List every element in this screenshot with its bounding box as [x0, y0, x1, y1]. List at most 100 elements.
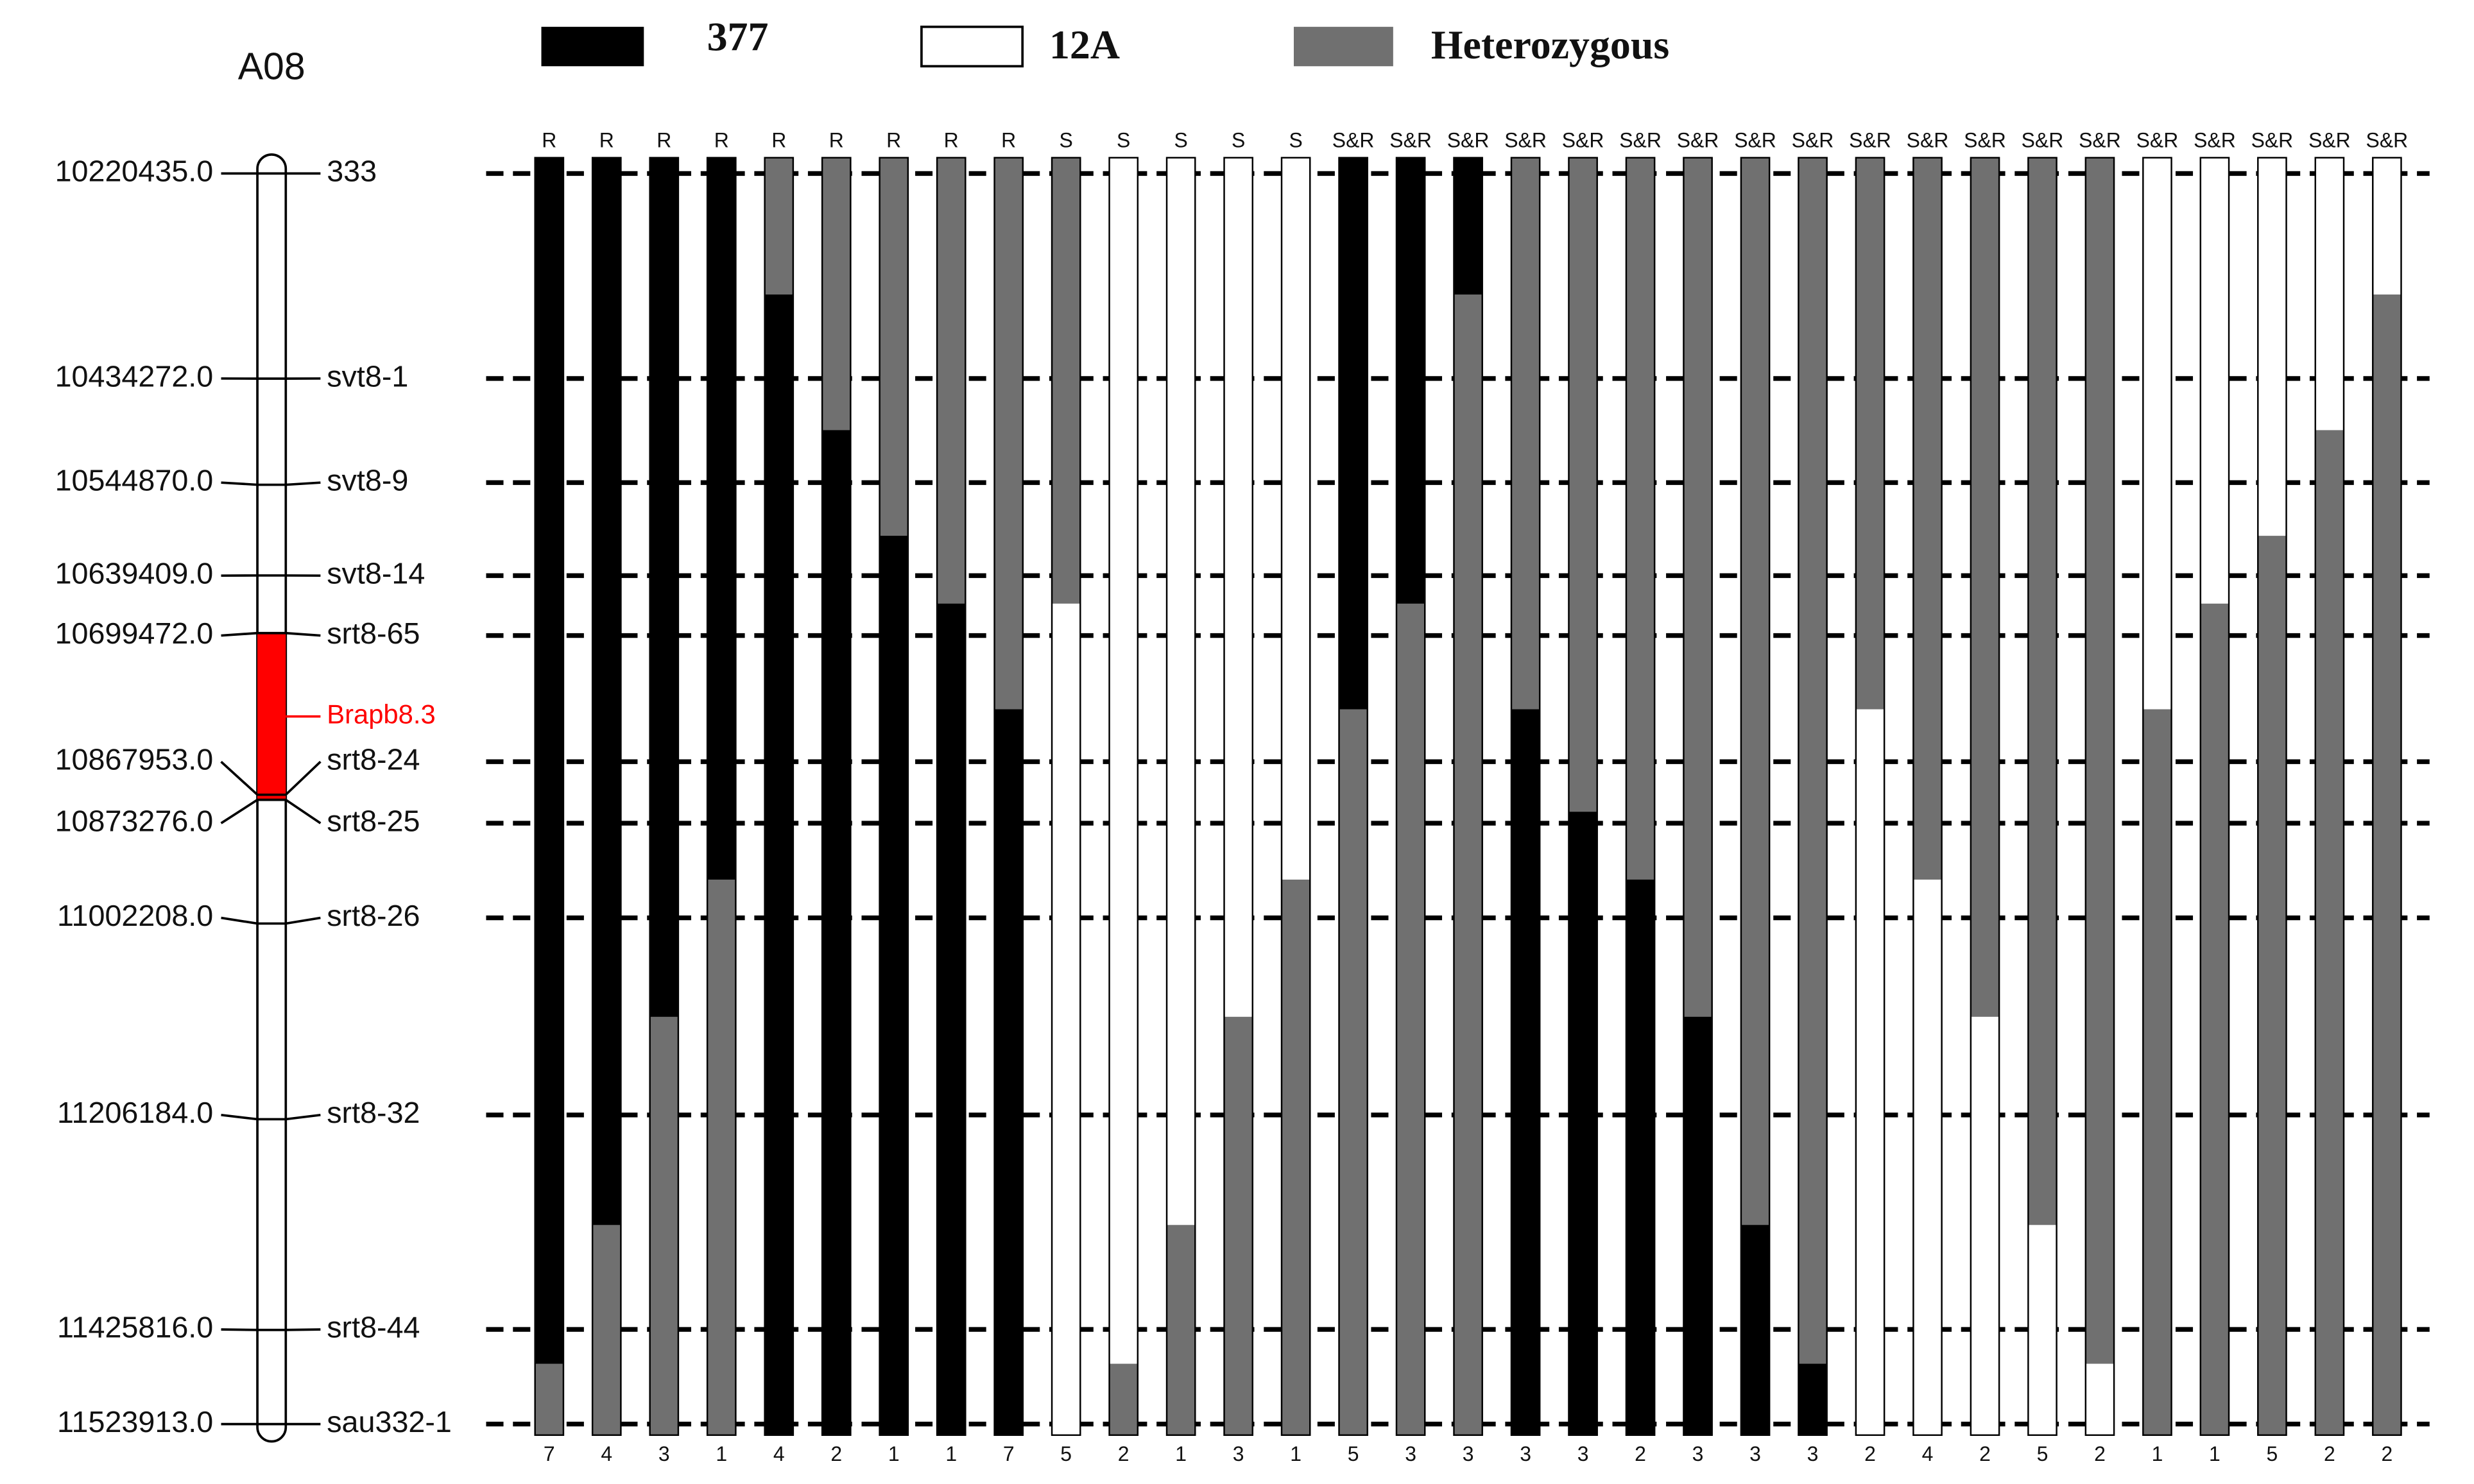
genotype-segment: [2200, 430, 2229, 537]
column-outline: [534, 157, 565, 1437]
genotype-segment: [1223, 603, 1253, 710]
phenotype-label: S&R: [1562, 129, 1604, 152]
genotype-segment: [1108, 812, 1138, 881]
count-label: 2: [1864, 1442, 1876, 1465]
genotype-segment: [879, 709, 909, 813]
genotype-segment: [1912, 536, 1943, 605]
genotype-segment: [2085, 294, 2115, 431]
genotype-segment: [1970, 812, 2000, 881]
genotype-segment: [2315, 430, 2344, 537]
marker-position: 11002208.0: [57, 899, 213, 932]
count-label: 4: [601, 1442, 612, 1465]
genotype-segment: [1626, 603, 1655, 710]
genotype-segment: [1338, 157, 1368, 296]
genotype-segment: [2085, 709, 2115, 813]
genotype-segment: [1798, 812, 1828, 881]
count-label: 5: [1348, 1442, 1359, 1465]
genotype-segment: [764, 430, 794, 537]
genotype-segment: [1453, 1016, 1483, 1226]
genotype-segment: [1338, 709, 1368, 813]
genotype-segment: [707, 1363, 737, 1436]
genotype-segment: [821, 879, 851, 1018]
genotype-segment: [2315, 1016, 2344, 1226]
genotype-segment: [1338, 536, 1368, 605]
genotype-segment: [2085, 603, 2115, 710]
marker-name: srt8-32: [327, 1096, 420, 1129]
genotype-segment: [1108, 294, 1138, 431]
genotype-segment: [1166, 157, 1196, 296]
genotype-segment: [1166, 709, 1196, 813]
genotype-segment: [1855, 1363, 1885, 1436]
genotype-segment: [1051, 536, 1081, 605]
genotype-segment: [1970, 430, 2000, 537]
marker-name: 333: [327, 155, 377, 188]
genotype-segment: [1223, 1016, 1253, 1226]
column-outline: [2084, 157, 2115, 1437]
genotype-segment: [1281, 603, 1310, 710]
count-label: 3: [1807, 1442, 1819, 1465]
genotype-segment: [879, 430, 909, 537]
column-outline: [1395, 157, 1426, 1437]
genotype-segment: [1223, 812, 1253, 881]
genotype-segment: [1970, 1363, 2000, 1436]
genotype-segment: [936, 294, 966, 431]
column-outline: [1740, 157, 1771, 1437]
legend-label: Heterozygous: [1431, 22, 1669, 67]
genotype-segment: [1281, 1016, 1310, 1226]
count-label: 1: [716, 1442, 727, 1465]
genotype-segment: [535, 709, 564, 813]
genotype-segment: [1626, 294, 1655, 431]
genotype-segment: [1626, 1363, 1655, 1436]
count-label: 2: [2382, 1442, 2393, 1465]
genotype-segment: [535, 157, 564, 296]
genotype-segment: [649, 294, 679, 431]
genotype-segment: [1281, 1225, 1310, 1365]
genotype-segment: [936, 603, 966, 710]
genotype-segment: [2142, 430, 2172, 537]
genotype-segment: [2372, 1016, 2402, 1226]
genotype-segment: [535, 1363, 564, 1436]
chromosome-name: A08: [238, 46, 305, 88]
genotype-segment: [1223, 294, 1253, 431]
phenotype-label: R: [657, 129, 671, 152]
column-outline: [1798, 157, 1828, 1437]
genotype-segment: [1511, 709, 1540, 813]
genotype-segment: [821, 603, 851, 710]
genotype-segment: [2257, 1225, 2287, 1365]
genotype-segment: [936, 812, 966, 881]
genotype-segment: [1051, 879, 1081, 1018]
count-label: 4: [773, 1442, 785, 1465]
genotype-segment: [1453, 1363, 1483, 1436]
genotype-segment: [1683, 812, 1713, 881]
genotype-segment: [592, 812, 622, 881]
column-outline: [1625, 157, 1656, 1437]
genotype-segment: [1740, 1225, 1770, 1365]
genotype-segment: [1740, 603, 1770, 710]
genotype-segment: [2027, 430, 2057, 537]
count-label: 1: [2209, 1442, 2221, 1465]
genotype-segment: [936, 536, 966, 605]
genotype-segment: [1912, 879, 1943, 1018]
genotype-segment: [1453, 536, 1483, 605]
genotype-segment: [1683, 1225, 1713, 1365]
genotype-segment: [1970, 1016, 2000, 1226]
genotype-segment: [1166, 430, 1196, 537]
count-label: 3: [658, 1442, 670, 1465]
count-label: 7: [544, 1442, 555, 1465]
marker-position: 11523913.0: [57, 1405, 213, 1438]
genotype-segment: [1338, 879, 1368, 1018]
genotype-segment: [2142, 536, 2172, 605]
phenotype-label: S: [1232, 129, 1245, 152]
column-outline: [706, 157, 737, 1437]
column-outline: [2027, 157, 2057, 1437]
genotype-segment: [1396, 157, 1425, 296]
genotype-segment: [1281, 879, 1310, 1018]
count-label: 5: [2037, 1442, 2049, 1465]
count-label: 1: [1175, 1442, 1187, 1465]
genotype-segment: [1683, 430, 1713, 537]
count-label: 4: [1922, 1442, 1934, 1465]
genotype-segment: [1166, 1225, 1196, 1365]
genotype-segment: [1970, 157, 2000, 296]
column-outline: [993, 157, 1024, 1437]
